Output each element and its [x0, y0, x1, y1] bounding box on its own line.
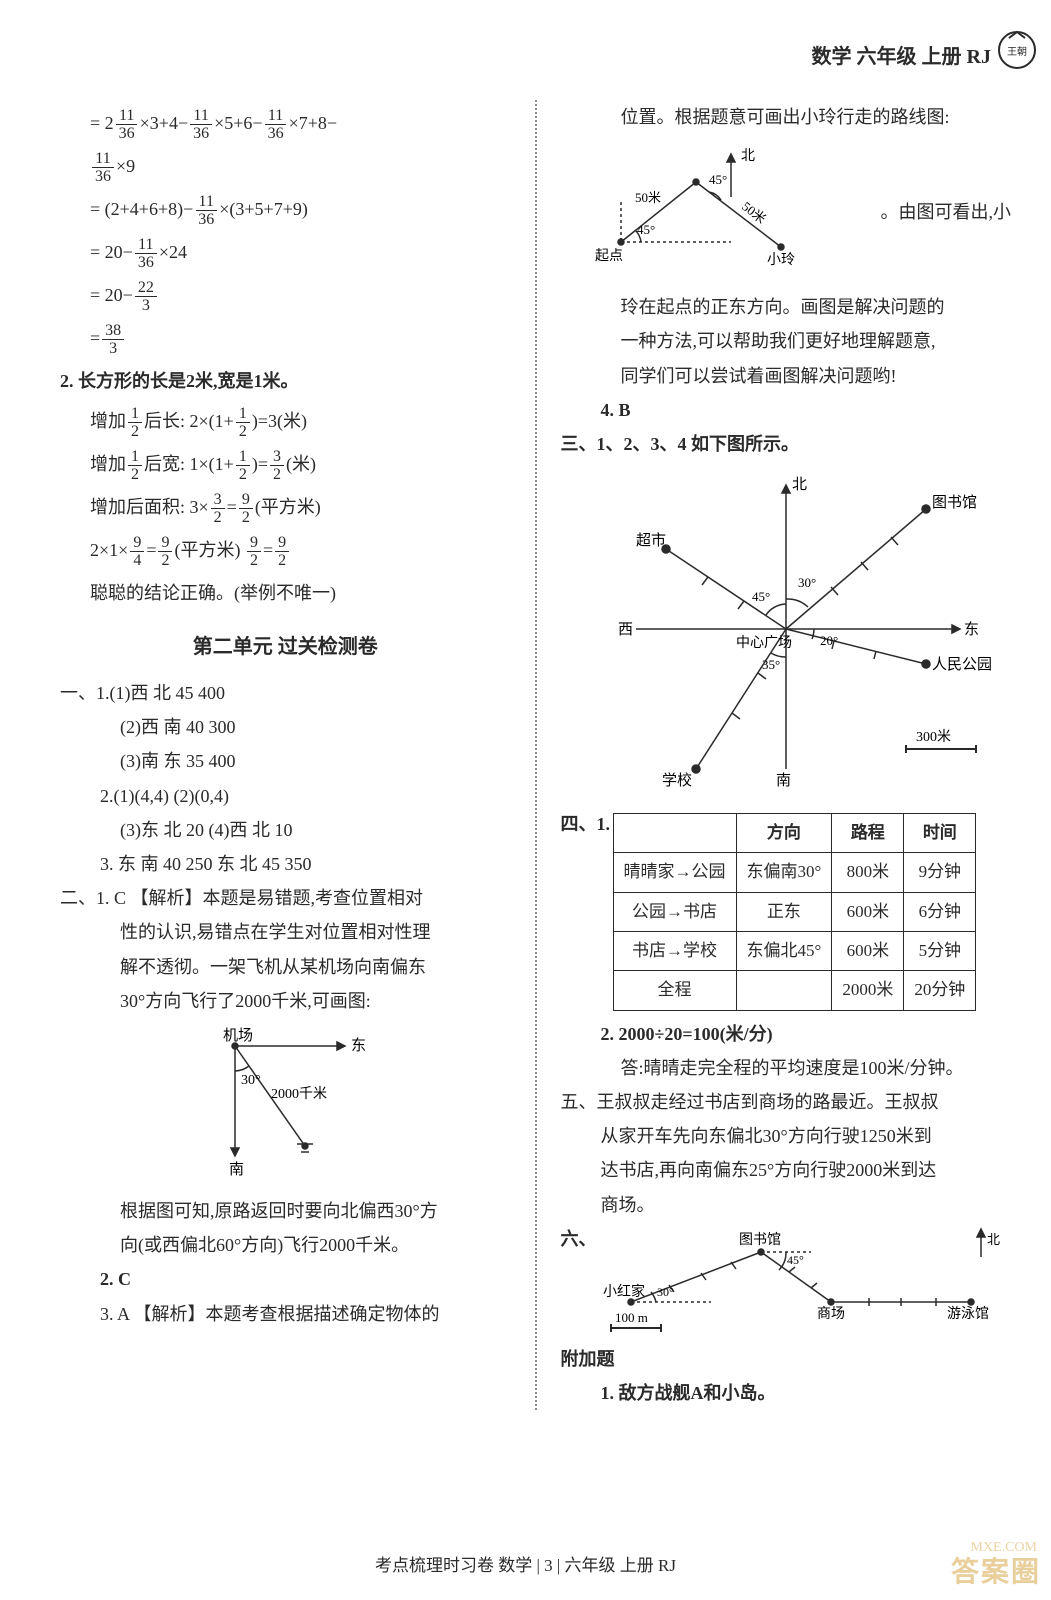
logo-icon: 王朝 — [995, 28, 1039, 72]
table-row: 晴晴家→公园东偏南30°800米9分钟 — [613, 853, 976, 892]
u2-ii1e: 根据图可知,原路返回时要向北偏西30°方 — [120, 1194, 511, 1228]
extra-label: 附加题 — [561, 1342, 1012, 1376]
svg-text:300米: 300米 — [916, 729, 951, 745]
tail-text: 。由图可看出,小 — [881, 195, 1012, 229]
q2-l5: 聪聪的结论正确。(举例不唯一) — [90, 576, 511, 610]
lbl-east: 东 — [351, 1037, 366, 1054]
vi-label: 六、 — [561, 1222, 597, 1256]
compass-diagram: 北 南 东 西 中心广场 图书馆 超市 人民公园 学校 30° 45° 20° … — [576, 469, 996, 799]
svg-text:学校: 学校 — [662, 772, 692, 789]
v3: 达书店,再向南偏东25°方向行驶2000米到达 — [601, 1153, 1012, 1187]
table-row: 书店→学校东偏北45°600米5分钟 — [613, 932, 976, 971]
r-cont1c: 一种方法,可以帮助我们更好地理解题意, — [621, 324, 1012, 358]
page-header: 数学 六年级 上册 RJ — [812, 40, 991, 69]
svg-text:中心广场: 中心广场 — [736, 635, 792, 651]
svg-text:超市: 超市 — [636, 532, 666, 549]
q2-l3: 增加后面积: 3×32=92(平方米) — [90, 490, 511, 527]
svg-text:35°: 35° — [762, 657, 780, 672]
u2-ii1c: 解不透彻。一架飞机从某机场向南偏东 — [120, 950, 511, 984]
u2-ii1a: 二、1. C 【解析】本题是易错题,考查位置相对 — [60, 881, 511, 915]
u2-i2: 2.(1)(4,4) (2)(0,4) — [100, 779, 511, 813]
svg-text:100 m: 100 m — [615, 1310, 648, 1325]
u2-i1: 一、1.(1)西 北 45 400 — [60, 676, 511, 710]
lbl-airport: 机场 — [223, 1027, 253, 1044]
left-column: = 21136×3+4−1136×5+6−1136×7+8− 1136×9 = … — [60, 100, 511, 1410]
u2-i1b: (2)西 南 40 300 — [120, 710, 511, 744]
svg-text:南: 南 — [776, 772, 791, 789]
svg-text:东: 东 — [964, 621, 979, 638]
svg-text:小玲: 小玲 — [767, 252, 795, 268]
table-row: 方向 路程 时间 — [613, 814, 976, 853]
calc-line-2: 1136×9 — [90, 149, 511, 186]
r-cont1d: 同学们可以尝试着画图解决问题哟! — [621, 359, 1012, 393]
u2-ii1b: 性的认识,易错点在学生对位置相对性理 — [120, 915, 511, 949]
svg-text:小红家: 小红家 — [603, 1283, 645, 1300]
svg-text:45°: 45° — [637, 222, 655, 237]
svg-text:北: 北 — [987, 1232, 1000, 1247]
v1: 五、王叔叔走经过书店到商场的路最近。王叔叔 — [561, 1085, 1012, 1119]
svg-text:45°: 45° — [709, 172, 727, 187]
svg-text:50米: 50米 — [635, 190, 661, 205]
v4: 商场。 — [601, 1188, 1012, 1222]
unit2-title: 第二单元 过关检测卷 — [60, 628, 511, 666]
table-row: 公园→书店正东600米6分钟 — [613, 892, 976, 931]
r-ii4: 4. B — [601, 393, 1012, 427]
svg-text:图书馆: 图书馆 — [932, 494, 977, 511]
svg-text:人民公园: 人民公园 — [932, 656, 992, 673]
svg-text:50米: 50米 — [739, 199, 769, 227]
svg-text:北: 北 — [741, 148, 755, 164]
u2-i1c: (3)南 东 35 400 — [120, 744, 511, 778]
u2-ii2: 2. C — [100, 1262, 511, 1296]
calc-line-6: =383 — [90, 321, 511, 358]
calc-line-4: = 20−1136×24 — [90, 235, 511, 272]
v2: 从家开车先向东偏北30°方向行驶1250米到 — [601, 1119, 1012, 1153]
svg-text:图书馆: 图书馆 — [739, 1232, 781, 1248]
route-table: 方向 路程 时间 晴晴家→公园东偏南30°800米9分钟 公园→书店正东600米… — [613, 813, 977, 1010]
q2-title: 2. 长方形的长是2米,宽是1米。 — [60, 364, 511, 398]
calc-line-1: = 21136×3+4−1136×5+6−1136×7+8− — [90, 106, 511, 143]
svg-text:30°: 30° — [657, 1285, 674, 1299]
svg-text:45°: 45° — [787, 1253, 804, 1267]
svg-text:王朝: 王朝 — [1007, 46, 1027, 58]
svg-text:商场: 商场 — [817, 1306, 845, 1322]
table-row: 全程2000米20分钟 — [613, 971, 976, 1010]
extra1: 1. 敌方战舰A和小岛。 — [601, 1376, 1012, 1410]
u2-i2b: (3)东 北 20 (4)西 北 10 — [120, 813, 511, 847]
calc-line-5: = 20−223 — [90, 278, 511, 315]
r-cont1b: 玲在起点的正东方向。画图是解决问题的 — [621, 290, 1012, 324]
calc-line-3: = (2+4+6+8)−1136×(3+5+7+9) — [90, 192, 511, 229]
svg-text:游泳馆: 游泳馆 — [947, 1306, 989, 1322]
watermark-text: 答案圈 — [951, 1550, 1041, 1590]
iv2b: 答:晴晴走完全程的平均速度是100米/分钟。 — [621, 1051, 1012, 1085]
r-iii-title: 三、1、2、3、4 如下图所示。 — [561, 427, 1012, 461]
svg-text:20°: 20° — [820, 633, 838, 648]
column-divider — [535, 100, 537, 1410]
right-column: 位置。根据题意可画出小玲行走的路线图: 北 起点 45° 45° 50米 50米 — [561, 100, 1012, 1410]
svg-text:45°: 45° — [752, 589, 770, 604]
u2-i3: 3. 东 南 40 250 东 北 45 350 — [100, 847, 511, 881]
u2-ii1f: 向(或西偏北60°方向)飞行2000千米。 — [120, 1228, 511, 1262]
iv2a: 2. 2000÷20=100(米/分) — [601, 1017, 1012, 1051]
u2-ii1d: 30°方向飞行了2000千米,可画图: — [120, 984, 511, 1018]
q2-l4: 2×1×94=92(平方米) 92=92 — [90, 533, 511, 570]
r-cont1a: 位置。根据题意可画出小玲行走的路线图: — [621, 100, 1012, 134]
lbl-south: 南 — [229, 1161, 244, 1178]
q6-diagram: 北 图书馆 小红家 商场 游泳馆 30° 45° 100 m — [601, 1222, 1001, 1342]
svg-text:起点: 起点 — [595, 248, 623, 264]
q2-l2: 增加12后宽: 1×(1+12)=32(米) — [90, 447, 511, 484]
svg-text:西: 西 — [618, 622, 633, 638]
page-footer: 考点梳理时习卷 数学 | 3 | 六年级 上册 RJ — [0, 1551, 1051, 1576]
xiaoling-diagram: 北 起点 45° 45° 50米 50米 小玲 — [591, 142, 851, 282]
svg-text:30°: 30° — [798, 575, 816, 590]
lbl-angle: 30° — [241, 1073, 261, 1088]
lbl-dist: 2000千米 — [271, 1086, 327, 1102]
svg-text:北: 北 — [792, 476, 807, 493]
iv-label: 四、1. — [561, 807, 613, 841]
q2-l1: 增加12后长: 2×(1+12)=3(米) — [90, 404, 511, 441]
airplane-diagram: 机场 东 南 30° 2000千米 — [175, 1026, 395, 1186]
u2-ii3: 3. A 【解析】本题考查根据描述确定物体的 — [100, 1297, 511, 1331]
